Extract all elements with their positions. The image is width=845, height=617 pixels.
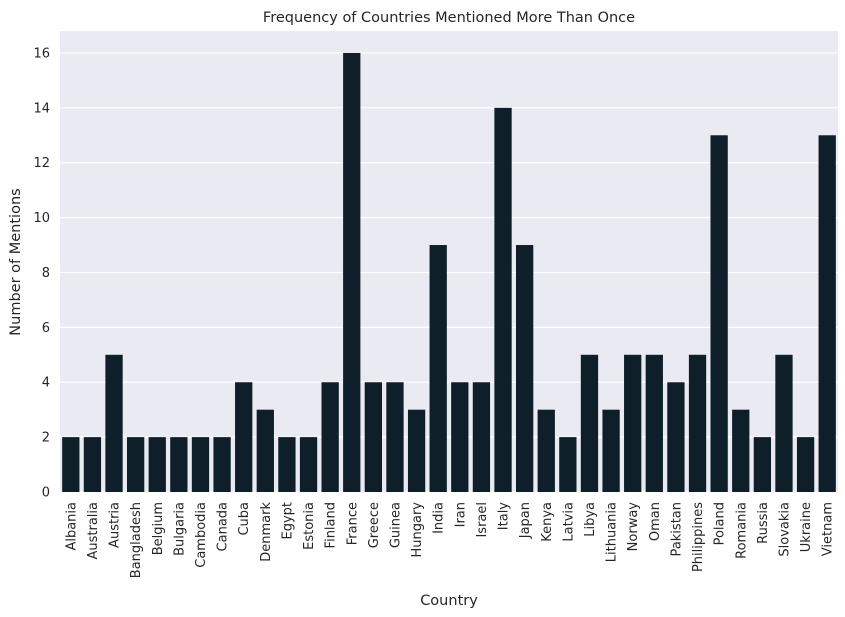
x-tick-label: Bulgaria — [172, 502, 187, 556]
x-tick-label: Iran — [453, 502, 468, 527]
x-tick-label: Lithuania — [605, 502, 620, 562]
y-tick-label: 10 — [33, 211, 50, 226]
bar-pakistan — [667, 382, 685, 492]
bar-israel — [472, 382, 491, 492]
bar-bangladesh — [126, 437, 145, 492]
bar-finland — [321, 382, 339, 492]
x-tick-label: Estonia — [302, 502, 317, 550]
bar-guinea — [386, 382, 404, 492]
bar-canada — [213, 437, 231, 492]
bar-vietnam — [818, 135, 836, 492]
bar-oman — [645, 354, 663, 492]
y-axis-label: Number of Mentions — [8, 188, 24, 335]
x-tick-label: Norway — [626, 502, 641, 552]
x-tick-label: Israel — [475, 502, 490, 538]
x-tick-label: India — [432, 502, 447, 534]
x-tick-label: Belgium — [151, 502, 166, 555]
bar-france — [343, 52, 361, 492]
x-tick-label: Greece — [367, 502, 382, 548]
bar-bulgaria — [170, 437, 188, 492]
bar-greece — [364, 382, 383, 492]
x-tick-label: Libya — [583, 502, 598, 537]
chart-title: Frequency of Countries Mentioned More Th… — [263, 10, 635, 26]
bar-iran — [451, 382, 469, 492]
x-tick-label: Italy — [497, 502, 512, 531]
x-tick-label: Vietnam — [821, 502, 836, 556]
x-tick-label: Ukraine — [799, 502, 814, 552]
x-tick-label: Kenya — [540, 502, 555, 542]
bar-philippines — [688, 354, 707, 492]
bar-egypt — [278, 437, 296, 492]
bar-india — [429, 245, 447, 492]
x-tick-labels: Albania Australia Austria Bangladesh Belgium… — [64, 502, 835, 579]
x-tick-label: Denmark — [259, 502, 274, 562]
x-tick-label: Guinea — [388, 502, 403, 548]
x-tick-label: Oman — [648, 502, 663, 541]
bar-russia — [753, 437, 772, 492]
bar-kenya — [537, 409, 555, 492]
bar-albania — [62, 437, 80, 492]
y-tick-label: 16 — [33, 46, 50, 61]
x-tick-label: Finland — [324, 502, 339, 548]
bar-latvia — [559, 437, 577, 492]
y-tick-label: 2 — [42, 431, 50, 446]
bar-ukraine — [796, 437, 815, 492]
bar-poland — [710, 135, 728, 492]
x-tick-label: Japan — [518, 502, 533, 539]
bar-cambodia — [191, 437, 210, 492]
bar-australia — [83, 437, 102, 492]
y-tick-label: 8 — [42, 266, 50, 281]
bar-japan — [515, 245, 534, 492]
bar-denmark — [256, 409, 274, 492]
gridlines — [60, 52, 838, 493]
x-tick-label: Cuba — [237, 502, 252, 536]
x-tick-label: Canada — [216, 502, 231, 551]
bar-belgium — [148, 437, 166, 492]
x-tick-label: Latvia — [561, 502, 576, 542]
bar-austria — [105, 354, 123, 492]
bar-slovakia — [775, 354, 793, 492]
x-tick-label: Bangladesh — [129, 502, 144, 578]
x-tick-label: Romania — [734, 502, 749, 559]
y-tick-label: 6 — [42, 321, 50, 336]
bar-lithuania — [602, 409, 620, 492]
x-tick-label: Cambodia — [194, 502, 209, 568]
x-axis-label: Country — [420, 593, 478, 609]
y-tick-label: 4 — [42, 376, 50, 391]
x-tick-label: France — [345, 502, 360, 545]
x-tick-label: Slovakia — [777, 502, 792, 557]
x-tick-label: Russia — [756, 502, 771, 544]
bar-cuba — [235, 382, 253, 492]
y-tick-label: 14 — [33, 101, 50, 116]
bar-romania — [732, 409, 750, 492]
x-tick-label: Philippines — [691, 502, 706, 572]
y-tick-label: 0 — [42, 486, 50, 501]
bar-italy — [494, 107, 512, 492]
x-tick-label: Australia — [86, 502, 101, 560]
bar-hungary — [407, 409, 426, 492]
x-tick-label: Poland — [713, 502, 728, 545]
bar-estonia — [299, 437, 318, 492]
x-tick-label: Austria — [108, 502, 123, 548]
bars — [62, 52, 836, 492]
x-tick-label: Pakistan — [669, 502, 684, 556]
x-tick-label: Albania — [64, 502, 79, 551]
bar-libya — [580, 354, 599, 492]
y-tick-labels: 0 2 4 6 8 10 12 14 16 — [33, 46, 50, 500]
x-tick-label: Egypt — [280, 502, 295, 540]
x-tick-label: Hungary — [410, 502, 425, 558]
y-tick-label: 12 — [33, 156, 50, 171]
bar-norway — [624, 354, 642, 492]
